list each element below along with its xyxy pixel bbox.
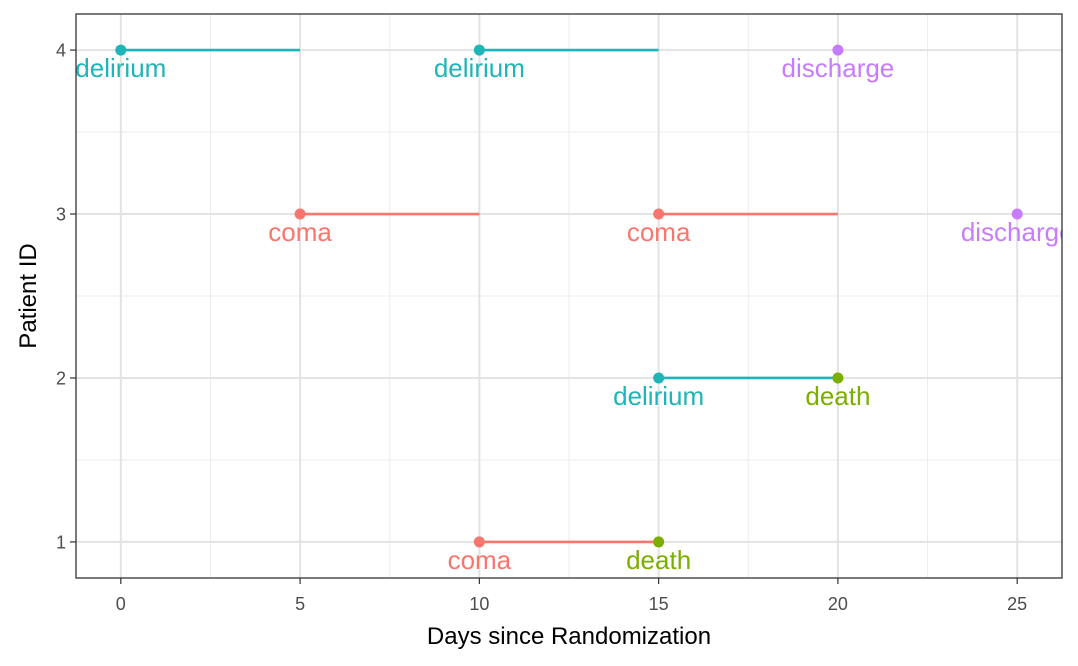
event-point — [653, 372, 665, 384]
event-point — [473, 536, 485, 548]
event-point — [832, 44, 844, 56]
x-axis-title: Days since Randomization — [427, 623, 711, 650]
event-label: delirium — [75, 53, 166, 83]
x-tick-label: 5 — [295, 594, 305, 614]
event-label: delirium — [434, 53, 525, 83]
y-tick-label: 3 — [56, 205, 66, 225]
event-point — [115, 44, 127, 56]
event-label: coma — [268, 217, 332, 247]
event-label: coma — [627, 217, 691, 247]
event-label: death — [805, 381, 870, 411]
plot-marks: coma death delirium death coma coma discharge d… — [75, 44, 1074, 575]
x-tick-label: 10 — [469, 594, 489, 614]
event-label: discharge — [961, 217, 1074, 247]
event-point — [1011, 208, 1023, 220]
event-point — [653, 208, 665, 220]
x-tick-label: 25 — [1007, 594, 1027, 614]
event-label: delirium — [613, 381, 704, 411]
event-point — [294, 208, 306, 220]
x-tick-label: 15 — [649, 594, 669, 614]
x-tick-label: 20 — [828, 594, 848, 614]
y-axis-title: Patient ID — [15, 243, 42, 348]
event-point — [473, 44, 485, 56]
event-point — [832, 372, 844, 384]
event-point — [653, 536, 665, 548]
y-tick-label: 4 — [56, 41, 66, 61]
event-label: discharge — [782, 53, 895, 83]
x-tick-label: 0 — [116, 594, 126, 614]
plot-panel-border — [75, 13, 1063, 579]
y-axis: 1 2 3 4 — [56, 41, 76, 552]
y-tick-label: 2 — [56, 368, 66, 388]
grid-minor — [76, 14, 1062, 578]
y-tick-label: 1 — [56, 532, 66, 552]
x-axis: 0 5 10 15 20 25 — [116, 578, 1027, 614]
event-label: death — [626, 545, 691, 575]
event-label: coma — [448, 545, 512, 575]
